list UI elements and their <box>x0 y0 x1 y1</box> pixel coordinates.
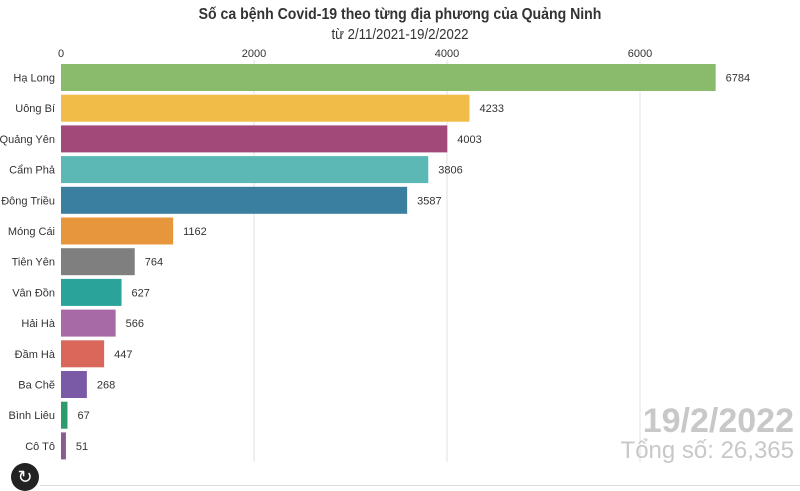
bar <box>61 371 87 398</box>
value-label: 51 <box>76 441 88 453</box>
bar <box>61 217 174 245</box>
category-label: Quảng Yên <box>0 134 55 146</box>
category-label: Bình Liêu <box>9 410 55 422</box>
value-label: 764 <box>145 257 163 269</box>
bar <box>61 309 116 337</box>
value-label: 627 <box>132 287 150 299</box>
value-label: 67 <box>77 410 89 422</box>
value-label: 447 <box>114 349 132 361</box>
bar <box>61 125 448 153</box>
x-tick-label: 2000 <box>242 48 266 60</box>
date-label: 19/2/2022 <box>642 402 794 440</box>
replay-icon: ↻ <box>17 467 33 487</box>
chart-subtitle: từ 2/11/2021-19/2/2022 <box>331 26 469 43</box>
category-label: Tiên Yên <box>12 257 55 269</box>
value-label: 1162 <box>183 226 207 238</box>
bar <box>61 401 68 429</box>
category-label: Đông Triều <box>1 195 55 207</box>
bar <box>61 94 470 122</box>
category-label: Vân Đồn <box>12 287 55 299</box>
bar <box>61 186 408 214</box>
category-label: Uông Bí <box>15 103 55 115</box>
bar <box>61 64 716 91</box>
bar <box>61 156 429 184</box>
category-label: Hạ Long <box>13 73 55 85</box>
chart-title: Số ca bệnh Covid-19 theo từng địa phương… <box>198 6 602 23</box>
category-label: Cẩm Phả <box>9 165 56 177</box>
x-tick-label: 6000 <box>628 48 652 60</box>
bottom-divider <box>40 485 800 486</box>
category-label: Móng Cái <box>8 226 55 238</box>
value-label: 268 <box>97 380 115 392</box>
bar <box>61 432 66 460</box>
bar <box>61 248 135 276</box>
value-label: 4233 <box>479 103 503 115</box>
value-label: 4003 <box>457 134 481 146</box>
category-label: Hải Hà <box>21 318 56 330</box>
value-label: 3587 <box>417 195 441 207</box>
category-label: Cô Tô <box>25 441 55 453</box>
x-tick-label: 0 <box>58 48 64 60</box>
replay-button[interactable]: ↻ <box>11 463 39 491</box>
x-tick-label: 4000 <box>435 48 459 60</box>
total-label: Tổng số: 26,365 <box>620 437 794 464</box>
value-label: 3806 <box>438 165 462 177</box>
category-label: Đầm Hà <box>15 349 56 361</box>
bar <box>61 278 122 306</box>
bar <box>61 340 105 368</box>
value-label: 566 <box>126 318 144 330</box>
value-label: 6784 <box>726 73 750 85</box>
category-label: Ba Chẽ <box>18 380 55 392</box>
